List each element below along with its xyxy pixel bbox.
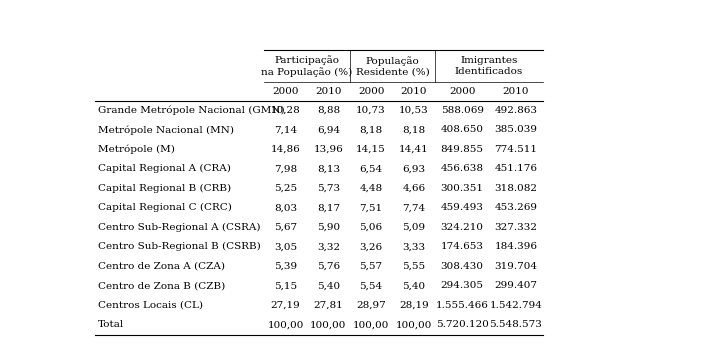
- Text: 7,98: 7,98: [274, 164, 297, 173]
- Text: Centro Sub-Regional B (CSRB): Centro Sub-Regional B (CSRB): [98, 242, 261, 251]
- Text: 3,26: 3,26: [359, 243, 382, 251]
- Text: 4,48: 4,48: [359, 184, 382, 193]
- Text: Capital Regional C (CRC): Capital Regional C (CRC): [98, 203, 232, 212]
- Text: 299.407: 299.407: [495, 281, 538, 290]
- Text: 774.511: 774.511: [495, 145, 538, 154]
- Text: 327.332: 327.332: [495, 223, 538, 232]
- Text: 2010: 2010: [400, 87, 427, 95]
- Text: Imigrantes
Identificados: Imigrantes Identificados: [455, 56, 523, 76]
- Text: Metrópole (M): Metrópole (M): [98, 145, 175, 154]
- Text: 8,17: 8,17: [316, 203, 340, 212]
- Text: Metrópole Nacional (MN): Metrópole Nacional (MN): [98, 125, 234, 134]
- Text: 28,97: 28,97: [357, 301, 386, 310]
- Text: 13,96: 13,96: [314, 145, 343, 154]
- Text: 492.863: 492.863: [495, 106, 538, 115]
- Text: 8,03: 8,03: [274, 203, 297, 212]
- Text: 100,00: 100,00: [353, 320, 390, 329]
- Text: 2010: 2010: [503, 87, 529, 95]
- Text: 4,66: 4,66: [402, 184, 425, 193]
- Text: 588.069: 588.069: [440, 106, 483, 115]
- Text: 385.039: 385.039: [495, 125, 538, 134]
- Text: 100,00: 100,00: [396, 320, 432, 329]
- Text: 14,86: 14,86: [271, 145, 301, 154]
- Text: 2000: 2000: [449, 87, 475, 95]
- Text: Grande Metrópole Nacional (GMN): Grande Metrópole Nacional (GMN): [98, 106, 284, 115]
- Text: 308.430: 308.430: [440, 262, 483, 271]
- Text: 27,81: 27,81: [314, 301, 343, 310]
- Text: 8,18: 8,18: [402, 125, 425, 134]
- Text: 453.269: 453.269: [495, 203, 538, 212]
- Text: 408.650: 408.650: [440, 125, 483, 134]
- Text: 10,73: 10,73: [357, 106, 386, 115]
- Text: 5,55: 5,55: [402, 262, 425, 271]
- Text: 5,54: 5,54: [359, 281, 382, 290]
- Text: 5,39: 5,39: [274, 262, 297, 271]
- Text: 849.855: 849.855: [440, 145, 483, 154]
- Text: 5,40: 5,40: [316, 281, 340, 290]
- Text: 1.542.794: 1.542.794: [490, 301, 543, 310]
- Text: 5,09: 5,09: [402, 223, 425, 232]
- Text: Capital Regional B (CRB): Capital Regional B (CRB): [98, 184, 231, 193]
- Text: 7,14: 7,14: [274, 125, 297, 134]
- Text: 318.082: 318.082: [495, 184, 538, 193]
- Text: 28,19: 28,19: [399, 301, 429, 310]
- Text: 324.210: 324.210: [440, 223, 483, 232]
- Text: 459.493: 459.493: [440, 203, 483, 212]
- Text: População
Residente (%): População Residente (%): [356, 56, 430, 76]
- Text: 10,53: 10,53: [399, 106, 429, 115]
- Text: Total: Total: [98, 320, 124, 329]
- Text: 3,05: 3,05: [274, 243, 297, 251]
- Text: 6,54: 6,54: [359, 164, 382, 173]
- Text: 456.638: 456.638: [440, 164, 483, 173]
- Text: 5,73: 5,73: [316, 184, 340, 193]
- Text: 5.720.120: 5.720.120: [435, 320, 488, 329]
- Text: 5.548.573: 5.548.573: [490, 320, 543, 329]
- Text: 5,76: 5,76: [316, 262, 340, 271]
- Text: 294.305: 294.305: [440, 281, 483, 290]
- Text: 5,90: 5,90: [316, 223, 340, 232]
- Text: 451.176: 451.176: [495, 164, 538, 173]
- Text: Centro Sub-Regional A (CSRA): Centro Sub-Regional A (CSRA): [98, 223, 261, 232]
- Text: 8,13: 8,13: [316, 164, 340, 173]
- Text: 7,51: 7,51: [359, 203, 382, 212]
- Text: Capital Regional A (CRA): Capital Regional A (CRA): [98, 164, 231, 174]
- Text: 6,93: 6,93: [402, 164, 425, 173]
- Text: 174.653: 174.653: [440, 243, 483, 251]
- Text: 2000: 2000: [358, 87, 384, 95]
- Text: 5,25: 5,25: [274, 184, 297, 193]
- Text: 5,57: 5,57: [359, 262, 382, 271]
- Text: 3,33: 3,33: [402, 243, 425, 251]
- Text: 5,15: 5,15: [274, 281, 297, 290]
- Text: 7,74: 7,74: [402, 203, 425, 212]
- Text: 2000: 2000: [272, 87, 299, 95]
- Text: 14,41: 14,41: [399, 145, 429, 154]
- Text: 100,00: 100,00: [268, 320, 304, 329]
- Text: 184.396: 184.396: [495, 243, 538, 251]
- Text: 8,88: 8,88: [316, 106, 340, 115]
- Text: 5,40: 5,40: [402, 281, 425, 290]
- Text: Centro de Zona A (CZA): Centro de Zona A (CZA): [98, 262, 225, 271]
- Text: 5,67: 5,67: [274, 223, 297, 232]
- Text: 300.351: 300.351: [440, 184, 483, 193]
- Text: Participação
na População (%): Participação na População (%): [261, 55, 353, 76]
- Text: 319.704: 319.704: [495, 262, 538, 271]
- Text: 8,18: 8,18: [359, 125, 382, 134]
- Text: 3,32: 3,32: [316, 243, 340, 251]
- Text: 1.555.466: 1.555.466: [435, 301, 488, 310]
- Text: 14,15: 14,15: [357, 145, 386, 154]
- Text: 10,28: 10,28: [271, 106, 301, 115]
- Text: 100,00: 100,00: [310, 320, 347, 329]
- Text: 6,94: 6,94: [316, 125, 340, 134]
- Text: 27,19: 27,19: [271, 301, 301, 310]
- Text: 2010: 2010: [315, 87, 342, 95]
- Text: 5,06: 5,06: [359, 223, 382, 232]
- Text: Centro de Zona B (CZB): Centro de Zona B (CZB): [98, 281, 225, 290]
- Text: Centros Locais (CL): Centros Locais (CL): [98, 301, 203, 310]
